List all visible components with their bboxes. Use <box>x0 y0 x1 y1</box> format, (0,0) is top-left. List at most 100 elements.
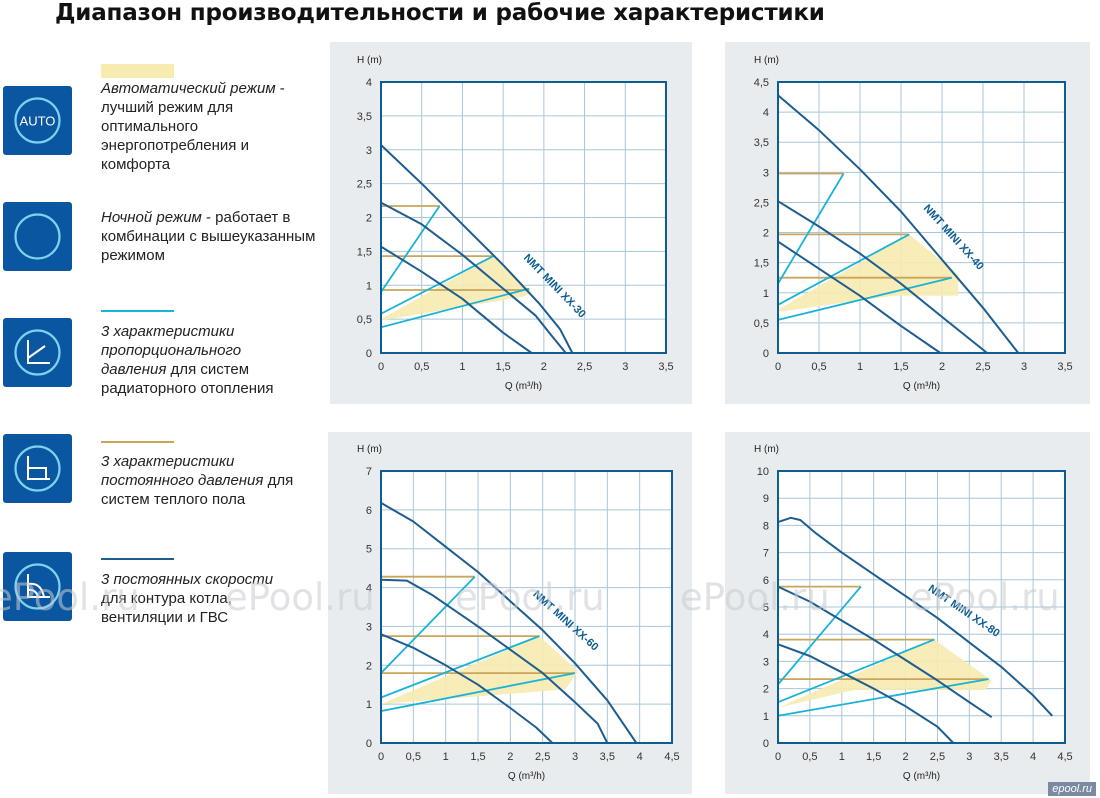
x-tick-label: 1 <box>443 751 449 763</box>
y-tick-label: 2 <box>763 228 769 240</box>
constant-speed-curve <box>380 144 574 354</box>
x-tick-label: 1,5 <box>893 361 908 373</box>
x-tick-label: 0 <box>775 751 781 763</box>
plot-area <box>778 82 1065 353</box>
chart-xx40: 0 0,5 1 1,5 2 2,5 3 3,5 0 0,5 1 1,5 2 2,5 3 3,5 4 4,5 H (m… <box>754 55 1073 392</box>
y-tick-label: 3,5 <box>357 111 372 123</box>
y-tick-label: 6 <box>763 575 769 587</box>
chart-panel-xx60: 0 0,5 1 1,5 2 2,5 3 3,5 4 4,5 0 1 2 3 4 5 6 7 H (m) Q (m³/h… <box>328 432 692 794</box>
x-tick-label: 4 <box>637 751 643 763</box>
x-axis-label: Q (m³/h) <box>903 381 940 392</box>
proportional-pressure-line <box>777 173 845 285</box>
proportional-pressure-line <box>380 205 441 293</box>
footer-logo: epool.ru <box>1048 782 1096 796</box>
proportional-pressure-description: 3 характеристики пропорционального давле… <box>101 323 274 397</box>
chart-panel-xx80: 0 0,5 1 1,5 2 2,5 3 3,5 4 4,5 0 1 2 3 4 5 6 7 8 9 10 H (m) Q (… <box>725 432 1090 794</box>
y-tick-label: 3 <box>366 621 372 633</box>
chart-xx30: 0 0,5 1 1,5 2 2,5 3 3,5 0 0,5 1 1,5 2 2,5 3 3,5 4 H (m) Q … <box>357 55 674 392</box>
proportional-pressure-icon <box>3 318 72 387</box>
constant-speed-curve <box>380 245 533 354</box>
y-tick-label: 8 <box>763 520 769 532</box>
x-tick-label: 0 <box>378 751 384 763</box>
proportional-pressure-line <box>777 638 935 704</box>
y-tick-label: 2 <box>763 684 769 696</box>
x-tick-label: 1,5 <box>866 751 881 763</box>
y-tick-label: 1 <box>366 699 372 711</box>
y-tick-label: 5 <box>366 544 372 556</box>
x-tick-label: 2 <box>541 361 547 373</box>
y-tick-label: 2,5 <box>754 197 769 209</box>
y-tick-label: 2 <box>366 213 372 225</box>
x-tick-label: 4 <box>1030 751 1036 763</box>
x-tick-label: 1 <box>459 361 465 373</box>
x-tick-label: 2,5 <box>975 361 990 373</box>
x-axis-label: Q (m³/h) <box>505 381 542 392</box>
x-tick-label: 3,5 <box>1057 361 1072 373</box>
x-tick-label: 2 <box>902 751 908 763</box>
auto-mode-swatch <box>101 64 174 78</box>
y-tick-label: 3 <box>366 145 372 157</box>
y-tick-label: 2,5 <box>357 179 372 191</box>
proportional-pressure-swatch <box>101 310 174 312</box>
x-axis-label: Q (m³/h) <box>903 771 940 782</box>
chart-xx80: 0 0,5 1 1,5 2 2,5 3 3,5 4 4,5 0 1 2 3 4 5 6 7 8 9 10 H (m) Q (… <box>754 444 1073 782</box>
constant-speed-curve <box>380 502 638 744</box>
constant-speed-curve <box>380 633 554 744</box>
proportional-pressure-line <box>777 233 910 306</box>
y-tick-label: 5 <box>763 602 769 614</box>
proportional-pressure-line <box>380 576 476 674</box>
constant-pressure-description: 3 характеристики постоянного давления дл… <box>101 453 294 508</box>
proportional-pressure-line <box>380 672 576 712</box>
y-tick-label: 6 <box>366 505 372 517</box>
chart-panel-xx40: 0 0,5 1 1,5 2 2,5 3 3,5 0 0,5 1 1,5 2 2,5 3 3,5 4 4,5 H (m… <box>725 42 1090 404</box>
x-tick-label: 3 <box>966 751 972 763</box>
x-tick-label: 1 <box>839 751 845 763</box>
x-tick-label: 2 <box>507 751 513 763</box>
x-tick-label: 3,5 <box>658 361 673 373</box>
auto-mode-region <box>381 636 579 705</box>
x-tick-label: 2,5 <box>930 751 945 763</box>
x-tick-label: 0,5 <box>414 361 429 373</box>
y-tick-label: 1 <box>763 711 769 723</box>
proportional-pressure-line <box>380 635 540 699</box>
watermark: ePool.ru <box>225 576 375 619</box>
x-axis-label: Q (m³/h) <box>508 771 545 782</box>
auto-icon: AUTO <box>3 86 72 155</box>
night-mode-icon <box>3 202 72 271</box>
watermark: ePool.ru <box>680 576 830 619</box>
y-tick-label: 1,5 <box>357 246 372 258</box>
chart-xx60: 0 0,5 1 1,5 2 2,5 3 3,5 4 4,5 0 1 2 3 4 5 6 7 H (m) Q (m³/h… <box>357 444 680 782</box>
plot-frame <box>380 470 673 744</box>
constant-speed-description: 3 постоянных скорости для контура котла,… <box>101 571 274 626</box>
y-tick-label: 1,5 <box>754 258 769 270</box>
y-tick-label: 0 <box>366 348 372 360</box>
y-tick-label: 3 <box>763 656 769 668</box>
watermark: ePool.ru <box>0 576 140 619</box>
x-tick-label: 3 <box>572 751 578 763</box>
y-tick-label: 0 <box>366 738 372 750</box>
auto-mode-region <box>778 639 992 708</box>
plot-frame <box>777 470 1066 744</box>
x-tick-label: 2,5 <box>577 361 592 373</box>
watermark: ePool.ru <box>455 576 605 619</box>
constant-speed-swatch <box>101 558 174 560</box>
proportional-pressure-line <box>777 678 989 717</box>
y-tick-label: 7 <box>366 466 372 478</box>
constant-pressure-icon <box>3 434 72 503</box>
plot-frame <box>380 81 667 354</box>
x-tick-label: 1,5 <box>495 361 510 373</box>
auto-mode-description: Автоматический режим - лучший режим для … <box>101 80 285 173</box>
y-tick-label: 0 <box>763 738 769 750</box>
x-tick-label: 3 <box>1021 361 1027 373</box>
proportional-pressure-line <box>777 586 862 686</box>
watermark: ePool.ru <box>910 576 1060 619</box>
x-tick-label: 0,5 <box>406 751 421 763</box>
constant-speed-curve <box>380 201 567 354</box>
y-tick-label: 0,5 <box>754 318 769 330</box>
plot-frame <box>777 81 1066 354</box>
x-tick-label: 4,5 <box>1057 751 1072 763</box>
constant-pressure-swatch <box>101 441 174 443</box>
y-tick-label: 4 <box>366 583 372 595</box>
x-tick-label: 4,5 <box>664 751 679 763</box>
x-tick-label: 2 <box>939 361 945 373</box>
